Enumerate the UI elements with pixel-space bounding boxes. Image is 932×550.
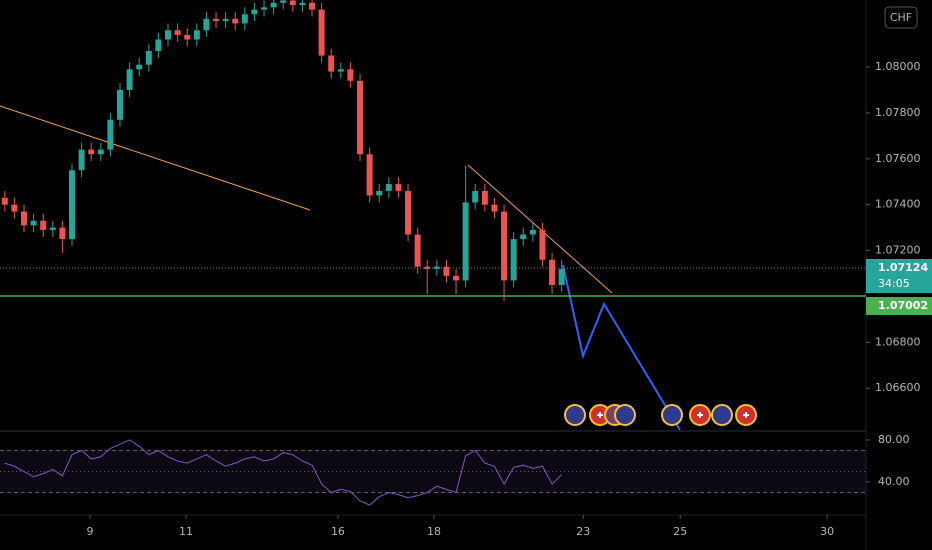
candle-body	[481, 190, 488, 205]
candle-body	[395, 184, 402, 191]
y-tick-label: 1.08000	[875, 60, 921, 73]
candle-body	[424, 266, 431, 269]
candle-body	[1, 197, 8, 205]
currency-label: CHF	[890, 11, 912, 24]
currency-badge[interactable]	[884, 6, 918, 29]
trend-line	[0, 105, 311, 211]
candle-body	[222, 18, 229, 22]
y-tick-label: 1.07200	[875, 244, 921, 257]
candle-body	[289, 0, 296, 6]
candle-body	[155, 39, 162, 51]
candle-body	[136, 64, 143, 70]
countdown-label: 34:05	[878, 277, 910, 290]
candle-body	[232, 18, 239, 24]
rsi-line	[4, 439, 563, 506]
candle-body	[107, 119, 114, 150]
candle-body	[318, 9, 325, 56]
candle-body	[462, 202, 469, 281]
candle-body	[11, 204, 18, 212]
candle-body	[453, 275, 460, 281]
x-tick-label: 16	[331, 525, 345, 538]
candle-body	[491, 204, 498, 212]
rsi-tick-label: 80.00	[878, 433, 910, 446]
last-price-label: 1.07124	[878, 261, 928, 274]
candle-body	[21, 211, 28, 226]
candle-body	[88, 149, 95, 155]
candle-body	[405, 190, 412, 235]
level-badge	[866, 296, 932, 315]
candle-body	[184, 34, 191, 40]
candle-body	[328, 55, 335, 72]
candle-body	[126, 69, 133, 90]
candle-body	[145, 50, 152, 65]
candle-body	[174, 30, 181, 35]
x-tick-label: 25	[673, 525, 687, 538]
x-tick-label: 30	[820, 525, 834, 538]
y-tick-label: 1.06600	[875, 381, 921, 394]
candle-body	[280, 0, 287, 3]
candle-body	[472, 190, 479, 203]
candle-body	[309, 2, 316, 10]
eu-event[interactable]	[564, 404, 586, 426]
candle-body	[443, 266, 450, 276]
candle-body	[241, 14, 248, 24]
candle-body	[213, 18, 220, 22]
candle-body	[69, 170, 76, 240]
x-tick-label: 18	[427, 525, 441, 538]
candle-body	[251, 9, 258, 15]
y-tick-label: 1.06800	[875, 335, 921, 348]
candle-body	[529, 229, 536, 235]
candle-body	[357, 80, 364, 155]
candle-body	[376, 190, 383, 196]
candle-body	[433, 266, 440, 269]
eu-event[interactable]	[614, 404, 636, 426]
candle-body	[165, 30, 172, 40]
candle-body	[97, 149, 104, 155]
candle-body	[270, 2, 277, 8]
candle-body	[49, 227, 56, 230]
candle-body	[539, 229, 546, 260]
last-price-badge	[866, 259, 932, 294]
candle-body	[558, 268, 565, 285]
candle-body	[30, 220, 37, 226]
projection-path	[562, 264, 681, 431]
candle-body	[347, 69, 354, 81]
candle-body	[40, 220, 47, 230]
y-tick-label: 1.07400	[875, 198, 921, 211]
x-tick-label: 9	[87, 525, 94, 538]
eu-event[interactable]	[711, 404, 733, 426]
candle-body	[337, 69, 344, 72]
candle-body	[299, 2, 306, 6]
y-tick-label: 1.07800	[875, 106, 921, 119]
candle-body	[385, 184, 392, 191]
candle-body	[203, 18, 210, 31]
candle-body	[78, 149, 85, 171]
x-tick-label: 23	[576, 525, 590, 538]
event-icons	[564, 404, 757, 426]
candle-body	[117, 89, 124, 120]
x-tick-label: 11	[179, 525, 193, 538]
y-tick-label: 1.07600	[875, 152, 921, 165]
candle-body	[59, 227, 66, 240]
level-label: 1.07002	[878, 299, 928, 312]
candle-body	[549, 259, 556, 285]
cross-glyphs	[597, 412, 749, 418]
candle-body	[520, 234, 527, 240]
candle-body	[366, 154, 373, 196]
candle-body	[510, 239, 517, 281]
candle-body	[261, 7, 268, 10]
candle-body	[414, 234, 421, 267]
rsi-tick-label: 40.00	[878, 475, 910, 488]
eu-event[interactable]	[661, 404, 683, 426]
candle-body	[193, 30, 200, 40]
trend-line	[467, 164, 613, 294]
candle-body	[501, 211, 508, 281]
